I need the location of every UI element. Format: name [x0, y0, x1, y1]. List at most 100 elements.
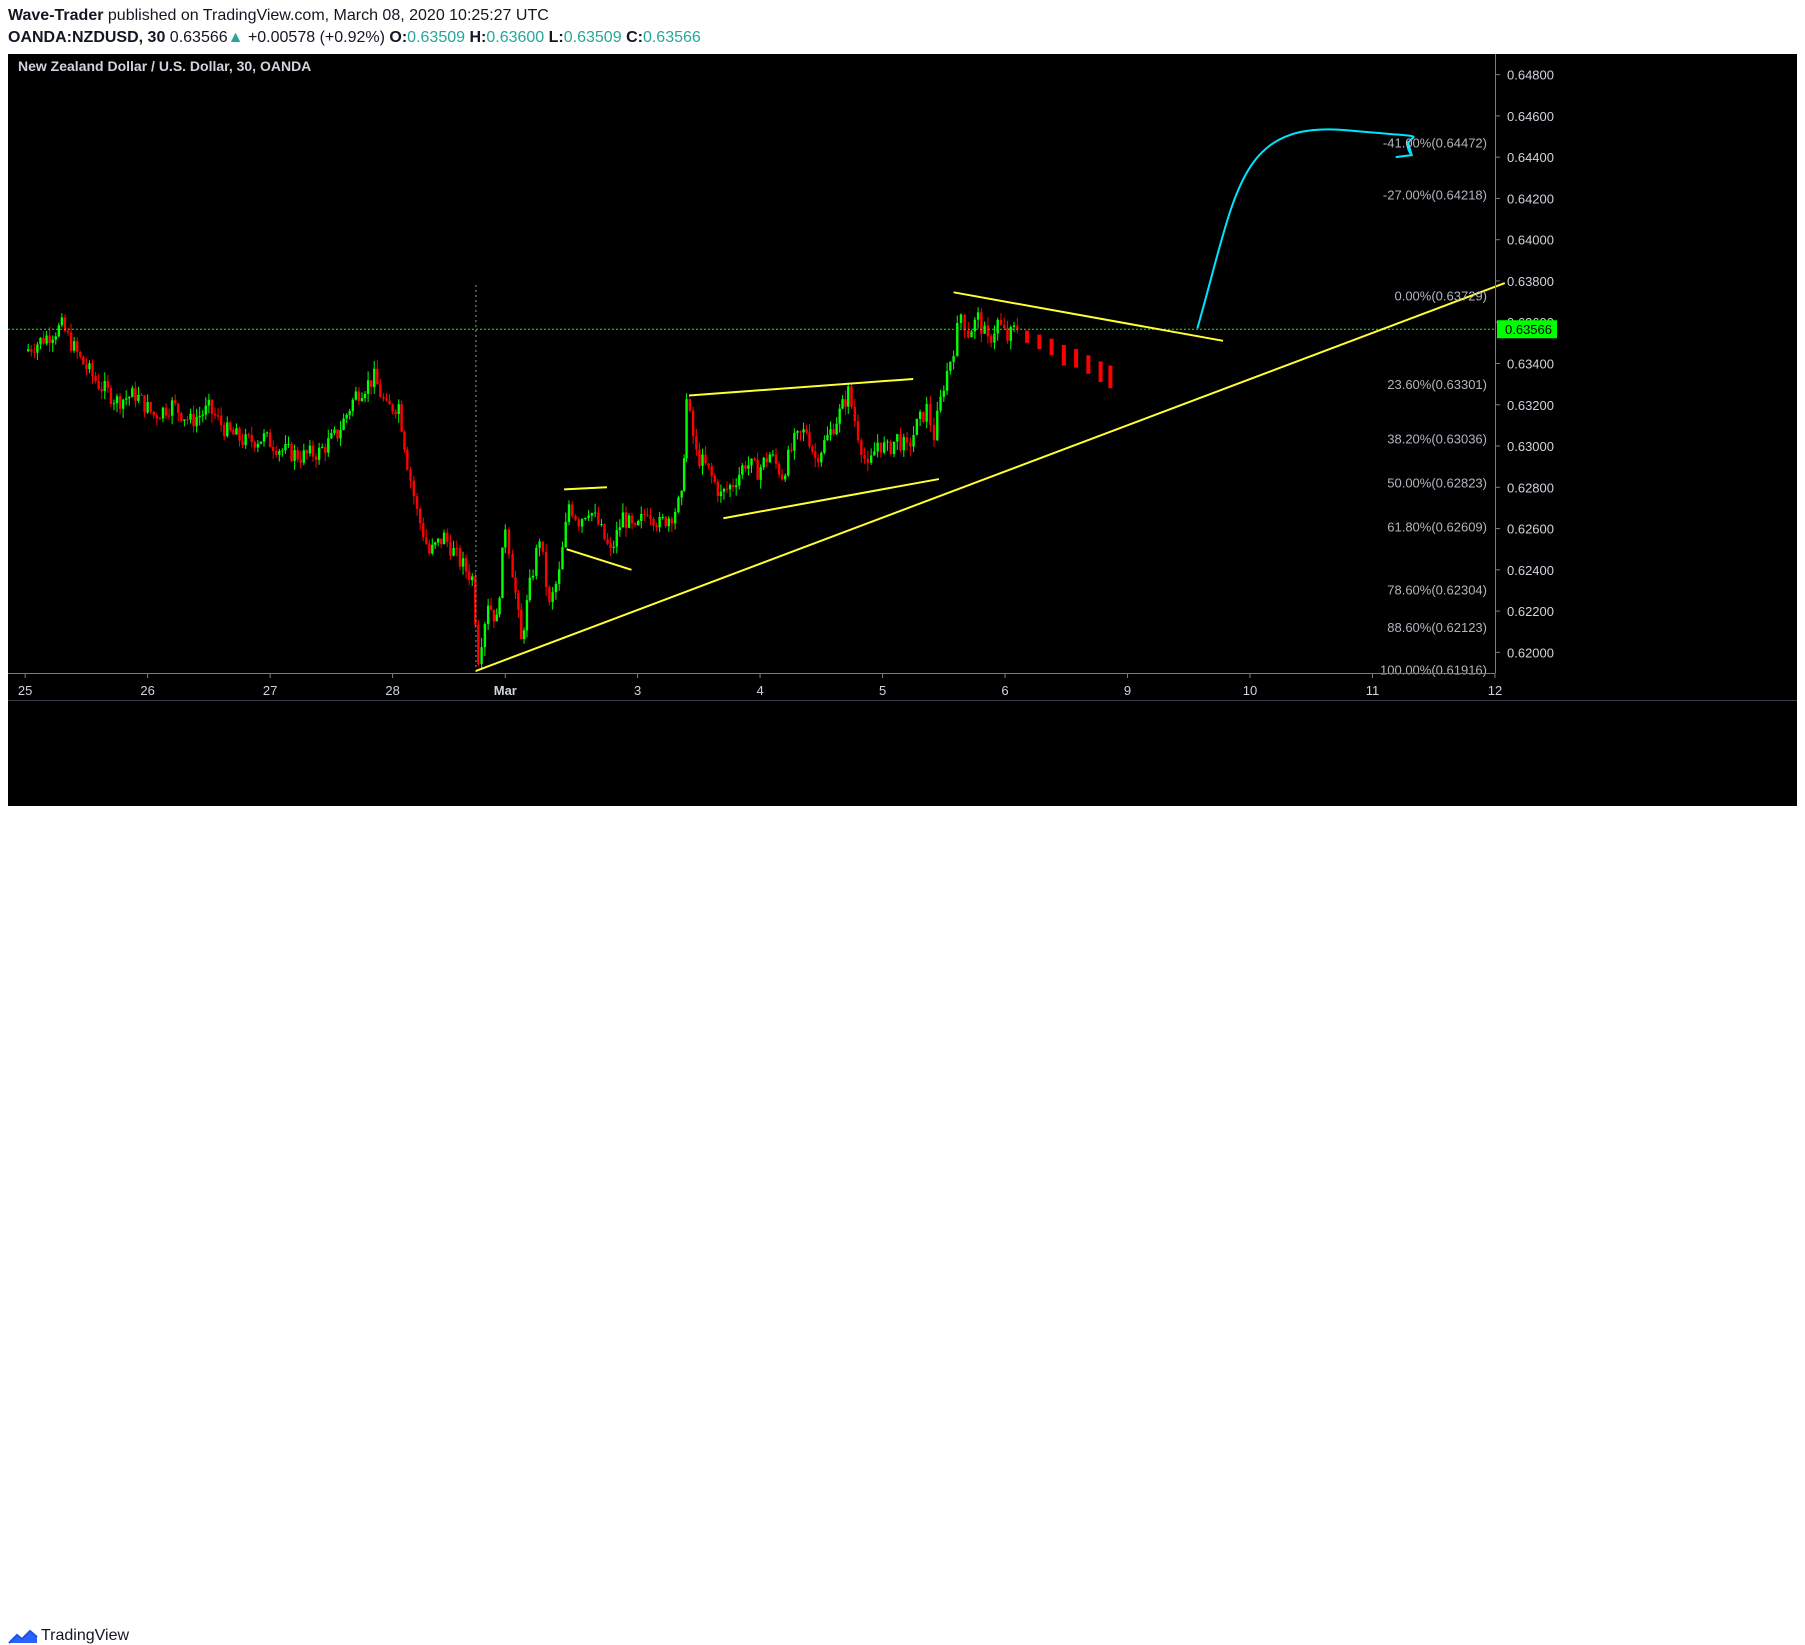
candle-body [290, 443, 293, 461]
current-price-label: 0.63566 [1505, 322, 1552, 337]
candle-body [889, 441, 892, 454]
candle-body [265, 432, 269, 434]
candle-body [284, 444, 287, 451]
trendline-wedge-bottom[interactable] [723, 478, 940, 520]
candle-body [39, 337, 42, 345]
trendline-small-flag-bottom[interactable] [566, 548, 632, 571]
candle-body [952, 356, 955, 362]
candle-body [302, 450, 306, 463]
tradingview-logo-icon[interactable] [8, 1627, 38, 1645]
candle-body [103, 380, 106, 392]
projection-bar [1086, 355, 1091, 374]
candle-body [112, 403, 116, 405]
candle-body [670, 518, 674, 524]
candle-body [415, 496, 419, 509]
candle-body [970, 331, 973, 338]
candle-body [925, 403, 928, 422]
fib-level-label: -41.00%(0.64472) [1383, 135, 1487, 150]
candle-body [847, 386, 850, 407]
author-name[interactable]: Wave-Trader [8, 7, 104, 24]
candle-body [793, 432, 796, 451]
candle-body [719, 491, 723, 497]
publish-info: Wave-Trader published on TradingView.com… [8, 7, 549, 25]
candle-body [652, 518, 655, 526]
candle-body [134, 388, 137, 401]
candle-body [664, 516, 667, 527]
candle-body [993, 333, 996, 343]
candle-body [918, 411, 922, 419]
up-arrow-icon: ▲ [227, 29, 244, 46]
candle-body [409, 469, 412, 481]
candle-body [551, 592, 554, 603]
low-value: 0.63509 [563, 29, 622, 46]
candle-body [716, 481, 720, 497]
candle-body [531, 575, 535, 578]
candle-body [486, 605, 490, 625]
high-value: 0.63600 [486, 29, 545, 46]
low-label: L: [548, 29, 564, 46]
candle-body [799, 431, 802, 433]
candle-body [339, 429, 342, 439]
chart-title: New Zealand Dollar / U.S. Dollar, 30, OA… [18, 58, 311, 74]
candle-body [673, 511, 677, 524]
projection-bar [1061, 344, 1066, 366]
candle-body [385, 398, 388, 401]
candle-body [713, 475, 716, 482]
candle-body [731, 485, 735, 488]
candle-body [121, 399, 125, 409]
candle-body [860, 440, 863, 455]
candle-body [391, 404, 394, 412]
y-tick-label: 0.63000 [1507, 439, 1554, 454]
candle-body [336, 429, 339, 439]
candle-body [195, 417, 198, 427]
candle-body [963, 314, 966, 331]
trendline-main-support[interactable] [475, 282, 1506, 672]
candle-body [152, 411, 155, 416]
candle-body [805, 429, 808, 433]
candle-body [826, 435, 829, 441]
candle-body [869, 455, 873, 463]
candle-body [704, 454, 707, 464]
open-value: 0.63509 [407, 29, 466, 46]
candle-body [574, 515, 577, 520]
candle-body [701, 454, 704, 466]
drawings-layer[interactable] [8, 128, 1506, 673]
candle-body [201, 414, 204, 416]
y-tick-label: 0.64800 [1507, 68, 1554, 83]
candle-body [388, 400, 391, 405]
candle-body [892, 441, 896, 454]
candle-body [311, 445, 315, 457]
symbol-label[interactable]: OANDA:NZDUSD, 30 [8, 29, 166, 46]
chart-area[interactable]: -41.00%(0.64472) -27.00%(0.64218) 0.00%(0.… [8, 54, 1797, 806]
trendline-small-flag-top[interactable] [564, 486, 608, 491]
trendline-wedge-top[interactable] [688, 377, 914, 397]
candle-body [507, 529, 511, 555]
candle-body [442, 532, 446, 545]
candle-body [802, 429, 805, 433]
x-tick-label: 27 [263, 683, 277, 698]
candle-body [69, 332, 73, 351]
candle-body [762, 457, 765, 468]
x-tick-label: 11 [1366, 683, 1380, 698]
price-chart[interactable]: -41.00%(0.64472) -27.00%(0.64218) 0.00%(0.… [8, 54, 1797, 806]
projection-arrow[interactable] [1196, 128, 1415, 329]
candle-body [216, 415, 220, 417]
candle-body [682, 458, 686, 491]
candle-body [222, 425, 226, 437]
candle-body [734, 485, 738, 488]
x-tick-label: 3 [634, 683, 641, 698]
candle-body [480, 647, 483, 665]
candle-body [36, 344, 39, 353]
candle-body [783, 475, 787, 480]
candle-body [710, 466, 713, 476]
candle-body [452, 547, 455, 556]
candle-body [528, 577, 531, 601]
trendline-triangle-top[interactable] [953, 291, 1224, 342]
candle-body [213, 413, 217, 416]
tradingview-brand[interactable]: TradingView [41, 1627, 130, 1644]
candle-body [747, 465, 750, 469]
y-tick-label: 0.64200 [1507, 191, 1554, 206]
candle-body [42, 337, 45, 344]
candle-body [296, 450, 299, 460]
candle-body [738, 474, 741, 486]
